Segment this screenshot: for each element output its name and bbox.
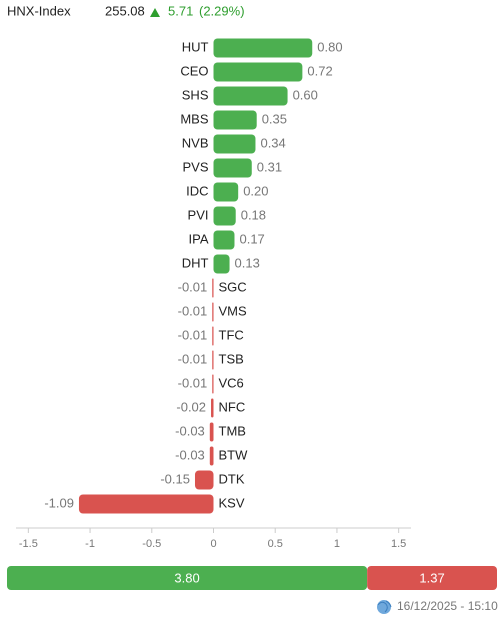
bar xyxy=(213,182,239,202)
bar xyxy=(212,302,214,322)
category-label: SHS xyxy=(182,87,209,102)
bar xyxy=(209,422,214,442)
value-label: -0.03 xyxy=(175,447,205,462)
index-change-percent: (2.29%) xyxy=(199,3,245,18)
value-label: -0.01 xyxy=(178,351,208,366)
x-tick-label: -1 xyxy=(85,538,95,550)
value-label: 0.18 xyxy=(241,207,266,222)
category-label: DTK xyxy=(219,471,245,486)
x-tick-label: -1.5 xyxy=(19,538,38,550)
value-label: 0.13 xyxy=(235,255,260,270)
category-label: MBS xyxy=(180,111,209,126)
category-label: TSB xyxy=(219,351,244,366)
bar xyxy=(213,62,303,82)
bar xyxy=(212,326,214,346)
category-label: NVB xyxy=(182,135,209,150)
up-arrow xyxy=(150,8,160,17)
x-tick-label: 1 xyxy=(334,538,340,550)
category-label: HUT xyxy=(182,39,209,54)
globe-detail xyxy=(377,600,392,613)
summary-bar xyxy=(367,566,497,590)
category-label: VMS xyxy=(219,303,248,318)
index-change: 5.71 xyxy=(168,3,193,18)
category-label: IDC xyxy=(186,183,208,198)
value-label: -0.01 xyxy=(178,327,208,342)
value-label: 0.35 xyxy=(262,111,287,126)
index-name: HNX-Index xyxy=(7,3,71,18)
value-label: 0.34 xyxy=(260,135,285,150)
bar xyxy=(213,86,288,106)
value-label: 0.80 xyxy=(317,39,342,54)
value-label: -0.01 xyxy=(178,279,208,294)
bar xyxy=(78,494,214,514)
category-label: BTW xyxy=(219,447,249,462)
x-tick-label: -0.5 xyxy=(142,538,161,550)
category-label: IPA xyxy=(189,231,209,246)
category-label: VC6 xyxy=(219,375,244,390)
summary-bar xyxy=(7,566,368,590)
value-label: -0.03 xyxy=(175,423,205,438)
value-label: 0.60 xyxy=(293,87,318,102)
bar xyxy=(209,446,214,466)
value-label: -0.15 xyxy=(160,471,190,486)
bar xyxy=(213,158,252,178)
summary-label: 3.80 xyxy=(174,570,199,585)
value-label: 0.31 xyxy=(257,159,282,174)
bar xyxy=(213,38,313,58)
bar xyxy=(212,374,214,394)
bar xyxy=(213,230,235,250)
footer: 16/12/2025 - 15:10 xyxy=(377,599,498,614)
bar xyxy=(213,206,236,226)
category-label: SGC xyxy=(219,279,247,294)
value-label: 0.17 xyxy=(239,231,264,246)
value-label: 0.72 xyxy=(307,63,332,78)
index-value: 255.08 xyxy=(105,3,145,18)
value-label: -0.01 xyxy=(178,375,208,390)
category-label: CEO xyxy=(180,63,208,78)
value-label: -0.01 xyxy=(178,303,208,318)
value-label: 0.20 xyxy=(243,183,268,198)
category-label: DHT xyxy=(182,255,209,270)
category-label: TMB xyxy=(219,423,246,438)
x-tick-label: 0 xyxy=(210,538,216,550)
category-label: NFC xyxy=(219,399,246,414)
bar xyxy=(194,470,214,490)
summary-label: 1.37 xyxy=(419,570,444,585)
x-tick-label: 0.5 xyxy=(268,538,283,550)
globe-icon xyxy=(377,600,391,614)
category-label: PVI xyxy=(188,207,209,222)
bar xyxy=(212,278,214,298)
bar xyxy=(212,350,214,370)
category-label: PVS xyxy=(182,159,208,174)
value-label: -1.09 xyxy=(44,495,74,510)
bar xyxy=(213,134,256,154)
bar xyxy=(213,110,257,130)
value-label: -0.02 xyxy=(176,399,206,414)
category-label: TFC xyxy=(219,327,244,342)
category-label: KSV xyxy=(219,495,245,510)
x-tick-label: 1.5 xyxy=(391,538,406,550)
bar xyxy=(213,254,230,274)
timestamp: 16/12/2025 - 15:10 xyxy=(397,599,498,613)
bar xyxy=(211,398,214,418)
